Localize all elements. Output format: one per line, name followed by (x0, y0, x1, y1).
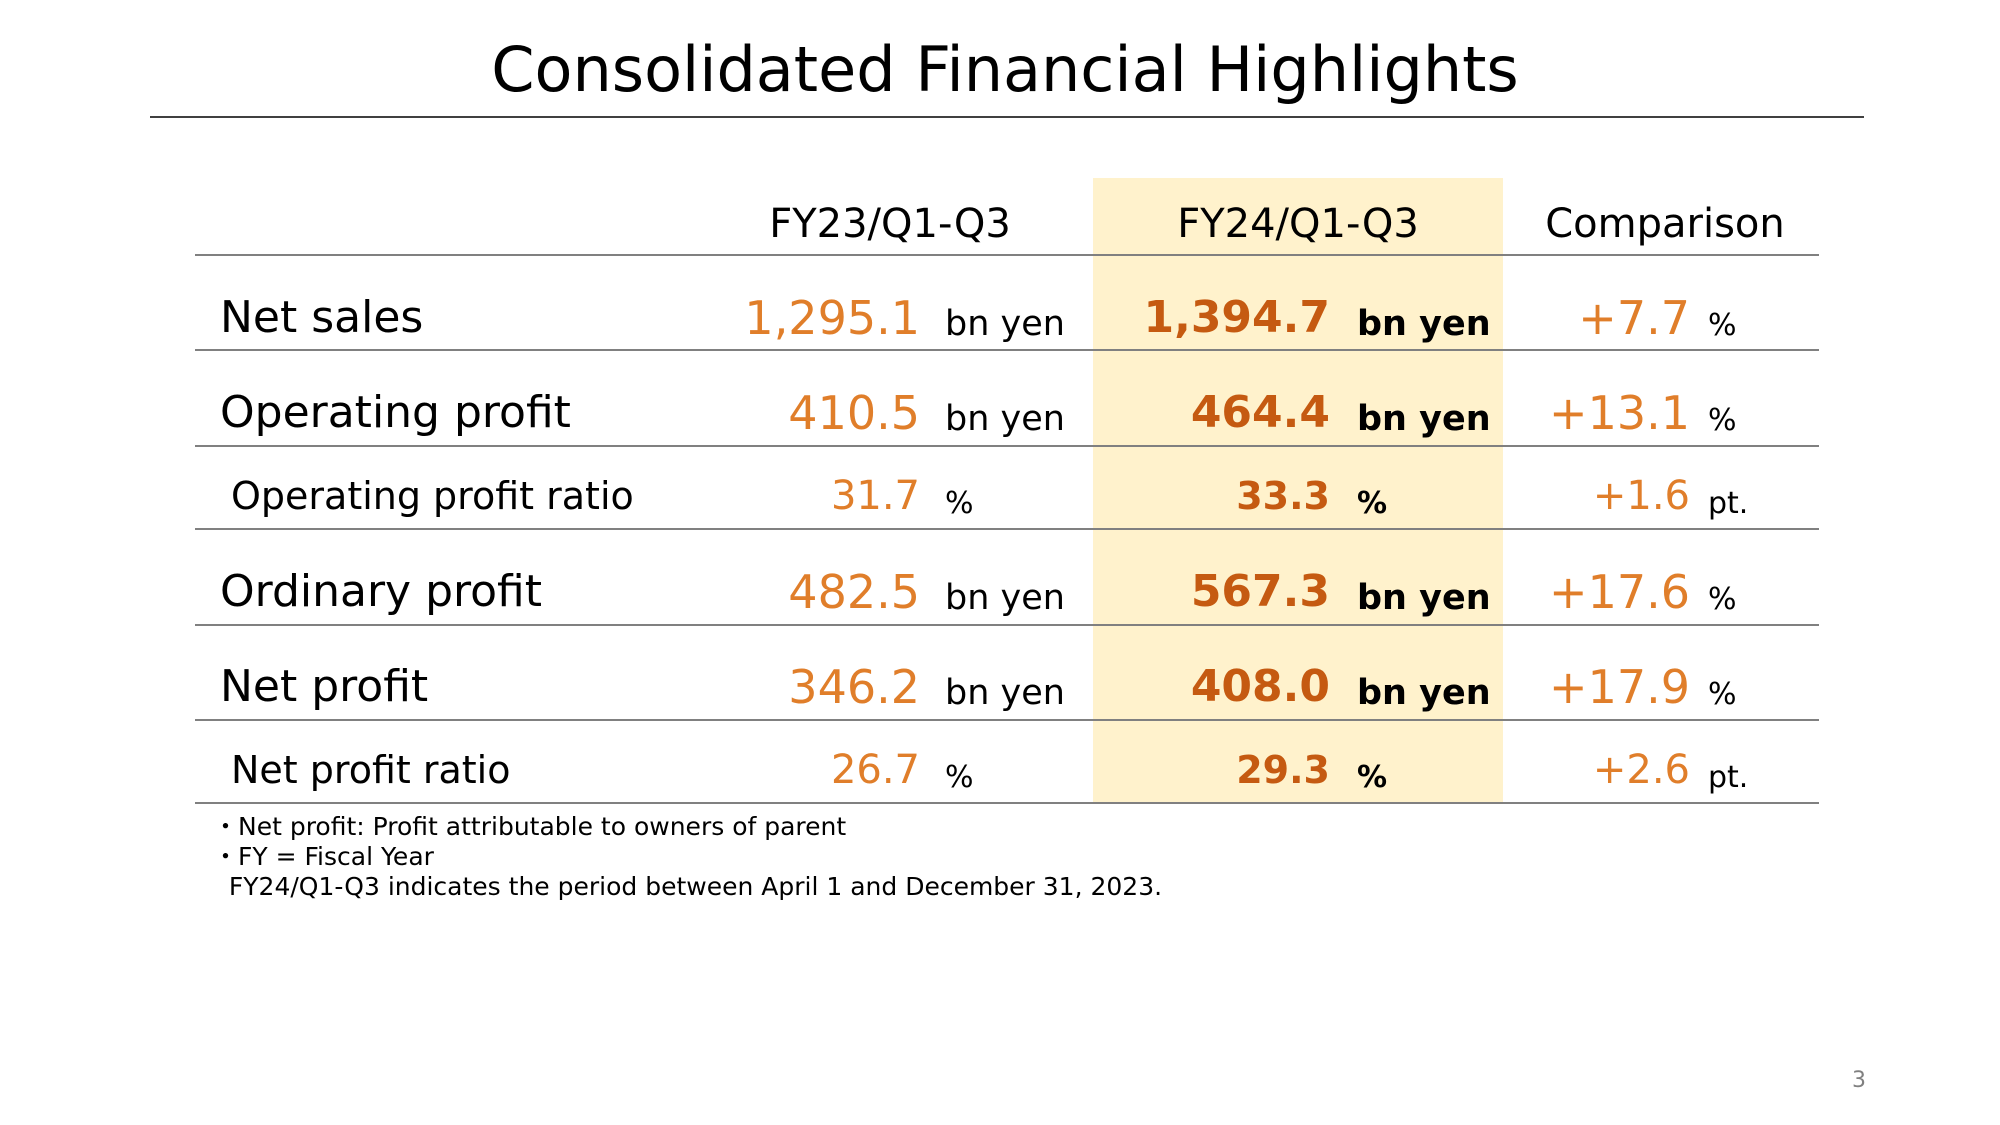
net-sales-fy24-value: 1,394.7 (1143, 292, 1330, 343)
net-profit-fy23-unit: bn yen (945, 673, 1065, 713)
column-header-comparison: Comparison (1545, 201, 1785, 247)
net-sales-fy24-unit: bn yen (1357, 304, 1491, 344)
net-profit-ratio-fy24-unit: % (1357, 760, 1388, 795)
operating-profit-ratio-fy24-value: 33.3 (1236, 474, 1330, 518)
row-label-operating-profit: Operating profit (220, 387, 571, 438)
row-label-net-sales: Net sales (220, 292, 424, 343)
row-label-net-profit: Net profit (220, 661, 429, 712)
page-number: 3 (1852, 1068, 1866, 1093)
net-profit-ratio-fy24-value: 29.3 (1236, 748, 1330, 792)
row-label-net-profit-ratio: Net profit ratio (231, 748, 511, 792)
footnote-period: FY24/Q1-Q3 indicates the period between … (213, 872, 1163, 901)
net-sales-fy23-unit: bn yen (945, 304, 1065, 344)
ordinary-profit-fy23-value: 482.5 (788, 565, 920, 619)
net-sales-comparison-value: +7.7 (1578, 291, 1690, 345)
row-divider (195, 528, 1819, 530)
operating-profit-fy23-value: 410.5 (788, 386, 920, 440)
row-divider (195, 624, 1819, 626)
operating-profit-ratio-fy23-value: 31.7 (830, 473, 920, 519)
operating-profit-comparison-value: +13.1 (1549, 386, 1690, 440)
net-sales-comparison-unit: % (1708, 308, 1737, 343)
net-profit-ratio-fy23-value: 26.7 (830, 747, 920, 793)
operating-profit-fy24-unit: bn yen (1357, 399, 1491, 439)
column-header-fy23: FY23/Q1-Q3 (769, 201, 1011, 247)
header-divider (195, 254, 1819, 256)
net-profit-ratio-comparison-unit: pt. (1708, 760, 1749, 795)
net-profit-fy23-value: 346.2 (788, 660, 920, 714)
ordinary-profit-comparison-value: +17.6 (1549, 565, 1690, 619)
row-label-ordinary-profit: Ordinary profit (220, 566, 543, 617)
title-divider (150, 116, 1864, 118)
row-divider (195, 802, 1819, 804)
operating-profit-ratio-fy23-unit: % (945, 486, 974, 521)
fy24-highlight-column (1093, 178, 1503, 803)
net-profit-fy24-value: 408.0 (1190, 661, 1330, 712)
ordinary-profit-fy24-unit: bn yen (1357, 578, 1491, 618)
operating-profit-ratio-comparison-value: +1.6 (1592, 473, 1690, 519)
operating-profit-comparison-unit: % (1708, 403, 1737, 438)
row-divider (195, 349, 1819, 351)
net-profit-fy24-unit: bn yen (1357, 673, 1491, 713)
ordinary-profit-comparison-unit: % (1708, 582, 1737, 617)
ordinary-profit-fy24-value: 567.3 (1190, 566, 1330, 617)
footnote-fiscal-year: ・FY = Fiscal Year (213, 842, 434, 871)
operating-profit-ratio-comparison-unit: pt. (1708, 486, 1749, 521)
ordinary-profit-fy23-unit: bn yen (945, 578, 1065, 618)
row-label-operating-profit-ratio: Operating profit ratio (231, 474, 634, 518)
net-profit-ratio-comparison-value: +2.6 (1592, 747, 1690, 793)
page-title: Consolidated Financial Highlights (491, 33, 1519, 106)
row-divider (195, 719, 1819, 721)
footnote-net-profit: ・Net profit: Profit attributable to owne… (213, 812, 847, 841)
net-profit-comparison-value: +17.9 (1549, 660, 1690, 714)
operating-profit-fy23-unit: bn yen (945, 399, 1065, 439)
column-header-fy24: FY24/Q1-Q3 (1177, 201, 1419, 247)
net-sales-fy23-value: 1,295.1 (744, 291, 920, 345)
operating-profit-ratio-fy24-unit: % (1357, 486, 1388, 521)
row-divider (195, 445, 1819, 447)
operating-profit-fy24-value: 464.4 (1190, 387, 1330, 438)
net-profit-comparison-unit: % (1708, 677, 1737, 712)
footnotes: ・Net profit: Profit attributable to owne… (213, 812, 1162, 902)
net-profit-ratio-fy23-unit: % (945, 760, 974, 795)
